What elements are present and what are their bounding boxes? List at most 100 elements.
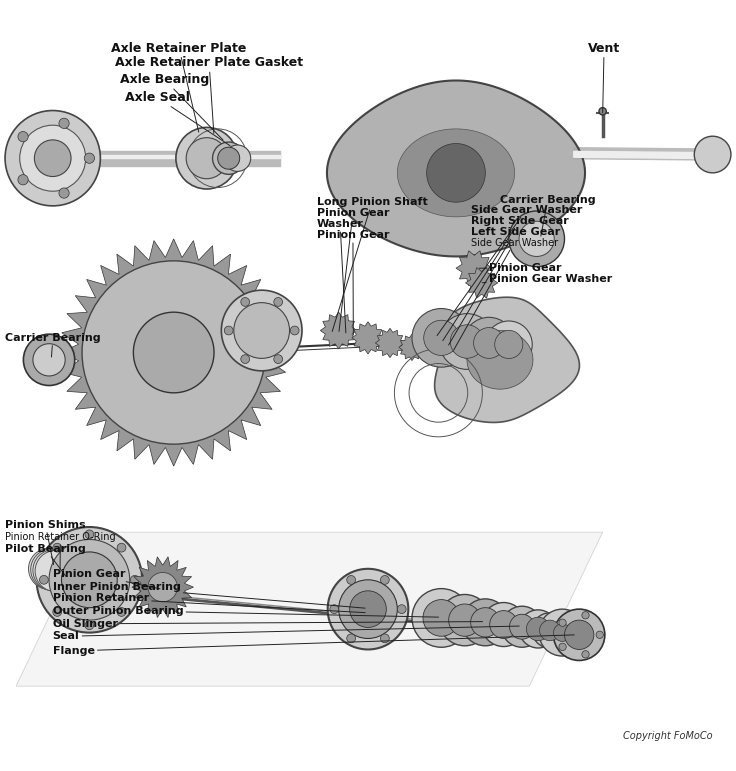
Circle shape: [59, 188, 69, 198]
Circle shape: [224, 326, 233, 335]
Circle shape: [559, 643, 566, 651]
Text: Pinion Gear: Pinion Gear: [316, 231, 389, 335]
Circle shape: [130, 575, 139, 584]
Circle shape: [424, 320, 459, 355]
Polygon shape: [399, 334, 425, 361]
Text: Carrier Bearing: Carrier Bearing: [500, 195, 595, 236]
Circle shape: [82, 261, 266, 444]
Text: Washer: Washer: [316, 219, 364, 333]
Circle shape: [213, 142, 245, 174]
Polygon shape: [327, 80, 585, 257]
Circle shape: [274, 355, 283, 363]
Polygon shape: [427, 143, 485, 202]
Circle shape: [339, 580, 397, 638]
Polygon shape: [434, 297, 579, 423]
Circle shape: [241, 298, 250, 306]
Circle shape: [412, 308, 470, 367]
Circle shape: [439, 314, 495, 369]
Polygon shape: [132, 557, 194, 618]
Circle shape: [222, 290, 302, 371]
Circle shape: [599, 108, 606, 115]
Circle shape: [40, 575, 49, 584]
Circle shape: [49, 540, 130, 620]
Text: Oil Slinger: Oil Slinger: [53, 619, 483, 629]
Circle shape: [439, 594, 490, 646]
Circle shape: [328, 569, 408, 649]
Text: Axle Seal: Axle Seal: [124, 91, 230, 146]
Circle shape: [485, 321, 532, 368]
Circle shape: [330, 604, 339, 614]
Text: Pinion Gear: Pinion Gear: [53, 569, 160, 589]
Circle shape: [117, 608, 126, 616]
Circle shape: [539, 609, 586, 656]
Circle shape: [53, 544, 62, 552]
Polygon shape: [352, 322, 384, 354]
Circle shape: [501, 606, 542, 648]
Circle shape: [18, 174, 28, 185]
Circle shape: [290, 326, 299, 335]
Text: Axle Retainer Plate Gasket: Axle Retainer Plate Gasket: [115, 56, 303, 133]
Circle shape: [519, 610, 557, 648]
Polygon shape: [467, 331, 533, 389]
Circle shape: [33, 344, 66, 376]
Text: Inner Pinion Bearing: Inner Pinion Bearing: [53, 582, 365, 608]
Circle shape: [519, 221, 554, 257]
Circle shape: [423, 600, 460, 636]
Text: Pinion Gear: Pinion Gear: [479, 263, 562, 273]
Circle shape: [495, 330, 523, 359]
Text: Pinion Shims: Pinion Shims: [5, 520, 85, 564]
Text: Seal: Seal: [53, 626, 519, 641]
Circle shape: [694, 136, 731, 173]
Circle shape: [176, 127, 238, 189]
Text: Axle Bearing: Axle Bearing: [120, 73, 223, 140]
Text: Left Side Gear: Left Side Gear: [449, 227, 560, 345]
Circle shape: [473, 328, 504, 359]
Polygon shape: [375, 328, 405, 358]
Text: Vent: Vent: [588, 42, 620, 113]
Text: Pinion Gear: Pinion Gear: [316, 208, 389, 332]
Circle shape: [347, 575, 355, 584]
Circle shape: [59, 118, 69, 129]
Circle shape: [449, 604, 481, 636]
Circle shape: [241, 355, 250, 363]
Text: Pilot Bearing: Pilot Bearing: [5, 544, 86, 576]
Circle shape: [234, 303, 289, 359]
Text: Pinion Retainer O-Ring: Pinion Retainer O-Ring: [5, 532, 116, 570]
Circle shape: [18, 132, 28, 142]
Circle shape: [117, 544, 126, 552]
Circle shape: [31, 549, 72, 590]
Circle shape: [5, 110, 100, 206]
Circle shape: [539, 620, 560, 641]
Circle shape: [35, 550, 77, 591]
Polygon shape: [456, 251, 492, 285]
Circle shape: [509, 614, 534, 639]
Polygon shape: [465, 268, 498, 298]
Circle shape: [565, 620, 594, 649]
Circle shape: [85, 621, 93, 630]
Text: Right Side Gear: Right Side Gear: [443, 216, 568, 341]
Circle shape: [464, 318, 514, 369]
Text: Copyright FoMoCo: Copyright FoMoCo: [623, 731, 712, 741]
Circle shape: [381, 575, 389, 584]
Circle shape: [553, 609, 605, 661]
Circle shape: [489, 611, 517, 638]
Circle shape: [274, 298, 283, 306]
Circle shape: [412, 588, 470, 648]
Circle shape: [37, 527, 142, 632]
Circle shape: [20, 125, 85, 191]
Polygon shape: [60, 239, 287, 466]
Circle shape: [24, 334, 75, 386]
Text: Pinion Retainer: Pinion Retainer: [53, 593, 365, 613]
Circle shape: [481, 602, 526, 647]
Circle shape: [35, 140, 71, 177]
Circle shape: [397, 604, 406, 614]
Circle shape: [62, 552, 117, 608]
Circle shape: [224, 145, 251, 171]
Circle shape: [559, 619, 566, 626]
Circle shape: [582, 651, 590, 658]
Circle shape: [133, 312, 214, 393]
Circle shape: [509, 211, 565, 267]
Circle shape: [381, 634, 389, 643]
Circle shape: [218, 147, 240, 169]
Circle shape: [84, 153, 94, 163]
